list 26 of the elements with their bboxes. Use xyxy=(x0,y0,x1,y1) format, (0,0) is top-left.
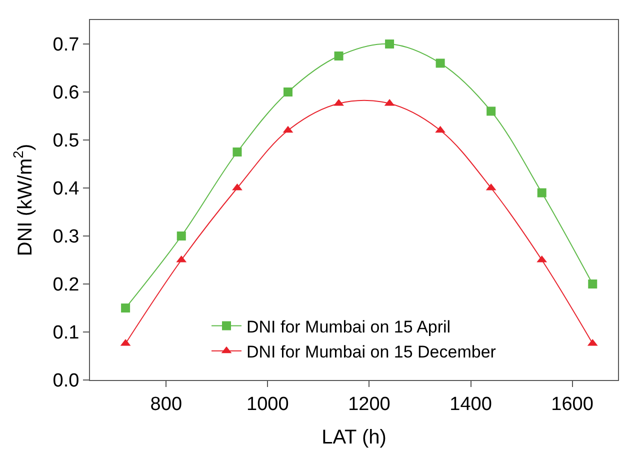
legend-label: DNI for Mumbai on 15 April xyxy=(246,317,451,336)
y-tick-label: 0.7 xyxy=(52,34,80,56)
y-tick-label: 0.6 xyxy=(52,82,80,104)
point xyxy=(486,106,496,116)
y-tick-label: 0.2 xyxy=(52,274,80,296)
y-tick-label: 0.0 xyxy=(52,370,80,392)
x-tick-label: 1400 xyxy=(450,394,492,415)
x-axis-title: LAT (h) xyxy=(322,426,386,448)
point xyxy=(537,188,546,198)
point xyxy=(176,232,186,240)
legend-label: DNI for Mumbai on 15 December xyxy=(246,342,496,362)
x-tick-label: 800 xyxy=(150,394,182,415)
point xyxy=(436,58,445,68)
point xyxy=(385,40,394,48)
y-tick-label: 0.3 xyxy=(52,226,80,248)
point xyxy=(588,280,598,288)
point xyxy=(232,148,242,156)
x-tick-label: 1600 xyxy=(551,394,594,415)
x-tick-label: 1200 xyxy=(348,394,390,415)
x-tick-label: 1000 xyxy=(246,394,289,415)
y-tick-label: 0.1 xyxy=(52,322,80,344)
y-tick-label: 0.4 xyxy=(52,178,80,200)
point xyxy=(284,88,292,96)
y-tick-label: 0.5 xyxy=(52,130,80,152)
point xyxy=(334,52,344,60)
point xyxy=(121,304,130,312)
